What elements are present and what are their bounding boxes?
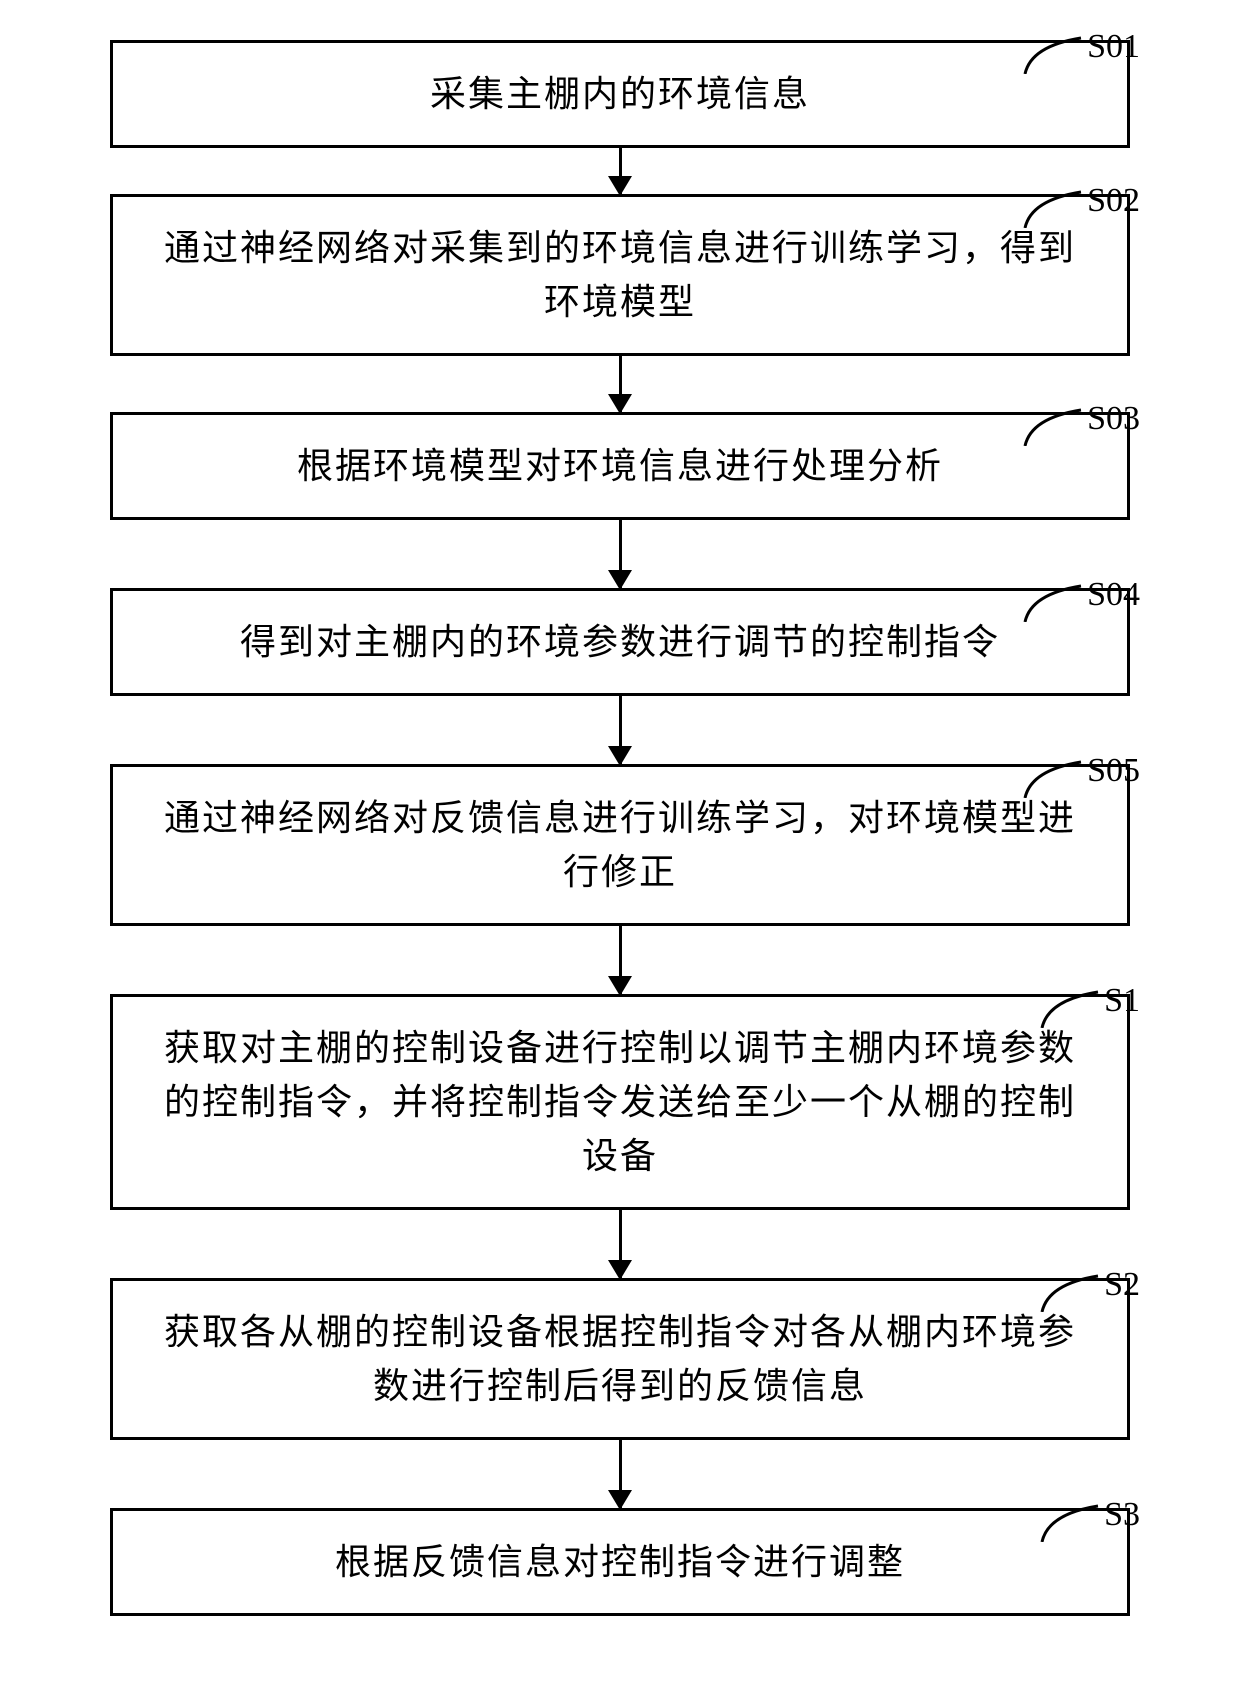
- arrow-icon: [619, 520, 622, 588]
- step-text: 根据反馈信息对控制指令进行调整: [335, 1535, 905, 1589]
- label-curve-icon: [1040, 988, 1100, 1028]
- step-text: 得到对主棚内的环境参数进行调节的控制指令: [240, 615, 1000, 669]
- step-s04: S04 得到对主棚内的环境参数进行调节的控制指令: [60, 588, 1180, 696]
- step-box: 得到对主棚内的环境参数进行调节的控制指令: [110, 588, 1130, 696]
- label-curve-icon: [1023, 582, 1083, 622]
- step-text: 通过神经网络对采集到的环境信息进行训练学习，得到环境模型: [153, 221, 1087, 329]
- step-s01: S01 采集主棚内的环境信息: [60, 40, 1180, 148]
- step-label-s05: S05: [1023, 752, 1140, 798]
- step-s02: S02 通过神经网络对采集到的环境信息进行训练学习，得到环境模型: [60, 194, 1180, 356]
- step-box: 获取各从棚的控制设备根据控制指令对各从棚内环境参数进行控制后得到的反馈信息: [110, 1278, 1130, 1440]
- label-text: S05: [1087, 752, 1140, 790]
- step-box: 通过神经网络对反馈信息进行训练学习，对环境模型进行修正: [110, 764, 1130, 926]
- step-label-s04: S04: [1023, 576, 1140, 622]
- label-text: S3: [1104, 1496, 1140, 1534]
- label-curve-icon: [1040, 1272, 1100, 1312]
- arrow-icon: [619, 356, 622, 412]
- step-label-s3: S3: [1040, 1496, 1140, 1542]
- step-label-s2: S2: [1040, 1266, 1140, 1312]
- arrow-icon: [619, 1440, 622, 1508]
- label-curve-icon: [1023, 758, 1083, 798]
- step-box: 采集主棚内的环境信息: [110, 40, 1130, 148]
- step-box: 通过神经网络对采集到的环境信息进行训练学习，得到环境模型: [110, 194, 1130, 356]
- label-curve-icon: [1023, 188, 1083, 228]
- step-s3: S3 根据反馈信息对控制指令进行调整: [60, 1508, 1180, 1616]
- step-text: 采集主棚内的环境信息: [430, 67, 810, 121]
- label-text: S04: [1087, 576, 1140, 614]
- label-curve-icon: [1040, 1502, 1100, 1542]
- step-s1: S1 获取对主棚的控制设备进行控制以调节主棚内环境参数的控制指令，并将控制指令发…: [60, 994, 1180, 1210]
- step-label-s01: S01: [1023, 28, 1140, 74]
- step-text: 获取各从棚的控制设备根据控制指令对各从棚内环境参数进行控制后得到的反馈信息: [153, 1305, 1087, 1413]
- arrow-icon: [619, 696, 622, 764]
- arrow-icon: [619, 148, 622, 194]
- step-s2: S2 获取各从棚的控制设备根据控制指令对各从棚内环境参数进行控制后得到的反馈信息: [60, 1278, 1180, 1440]
- label-curve-icon: [1023, 34, 1083, 74]
- step-box: 根据环境模型对环境信息进行处理分析: [110, 412, 1130, 520]
- arrow-icon: [619, 1210, 622, 1278]
- arrow-icon: [619, 926, 622, 994]
- step-label-s03: S03: [1023, 400, 1140, 446]
- flowchart-container: S01 采集主棚内的环境信息 S02 通过神经网络对采集到的环境信息进行训练学习…: [60, 40, 1180, 1616]
- label-text: S03: [1087, 400, 1140, 438]
- label-curve-icon: [1023, 406, 1083, 446]
- step-s03: S03 根据环境模型对环境信息进行处理分析: [60, 412, 1180, 520]
- step-text: 通过神经网络对反馈信息进行训练学习，对环境模型进行修正: [153, 791, 1087, 899]
- step-text: 获取对主棚的控制设备进行控制以调节主棚内环境参数的控制指令，并将控制指令发送给至…: [153, 1021, 1087, 1183]
- step-box: 获取对主棚的控制设备进行控制以调节主棚内环境参数的控制指令，并将控制指令发送给至…: [110, 994, 1130, 1210]
- label-text: S01: [1087, 28, 1140, 66]
- step-s05: S05 通过神经网络对反馈信息进行训练学习，对环境模型进行修正: [60, 764, 1180, 926]
- step-label-s1: S1: [1040, 982, 1140, 1028]
- label-text: S02: [1087, 182, 1140, 220]
- step-text: 根据环境模型对环境信息进行处理分析: [297, 439, 943, 493]
- label-text: S1: [1104, 982, 1140, 1020]
- label-text: S2: [1104, 1266, 1140, 1304]
- step-label-s02: S02: [1023, 182, 1140, 228]
- step-box: 根据反馈信息对控制指令进行调整: [110, 1508, 1130, 1616]
